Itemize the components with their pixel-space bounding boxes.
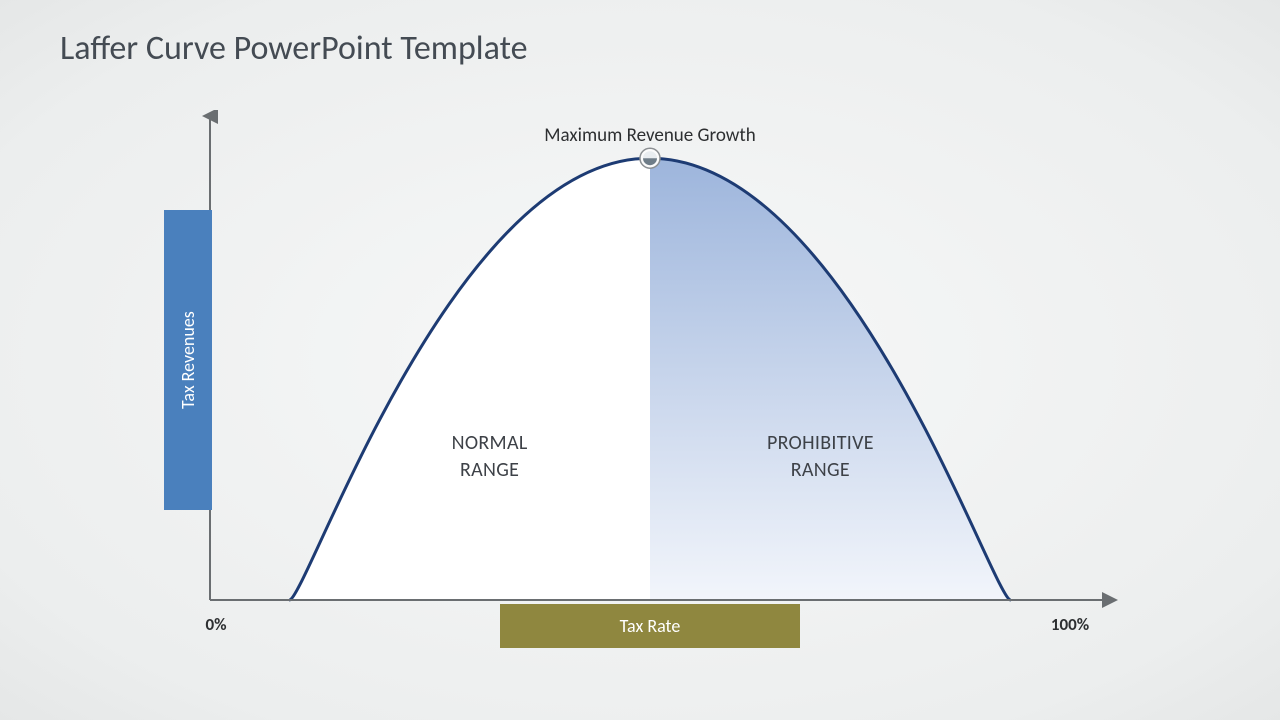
y-axis-label: Tax Revenues: [177, 311, 199, 409]
normal-range-label: NORMALRANGE: [452, 430, 528, 484]
x-tick-end: 100%: [1051, 614, 1089, 635]
chart-svg: [180, 110, 1120, 670]
normal-range-region: [289, 158, 650, 600]
laffer-chart: Tax Revenues Tax Rate Maximum Revenue Gr…: [180, 110, 1120, 670]
page-title: Laffer Curve PowerPoint Template: [60, 28, 528, 69]
peak-marker: [640, 148, 660, 168]
x-axis-label: Tax Rate: [620, 615, 681, 637]
y-axis-label-box: Tax Revenues: [164, 210, 212, 510]
prohibitive-range-region: [650, 158, 1011, 600]
x-axis-label-box: Tax Rate: [500, 604, 800, 648]
x-tick-start: 0%: [205, 614, 226, 635]
peak-label: Maximum Revenue Growth: [544, 124, 756, 147]
prohibitive-range-label: PROHIBITIVERANGE: [767, 430, 874, 484]
